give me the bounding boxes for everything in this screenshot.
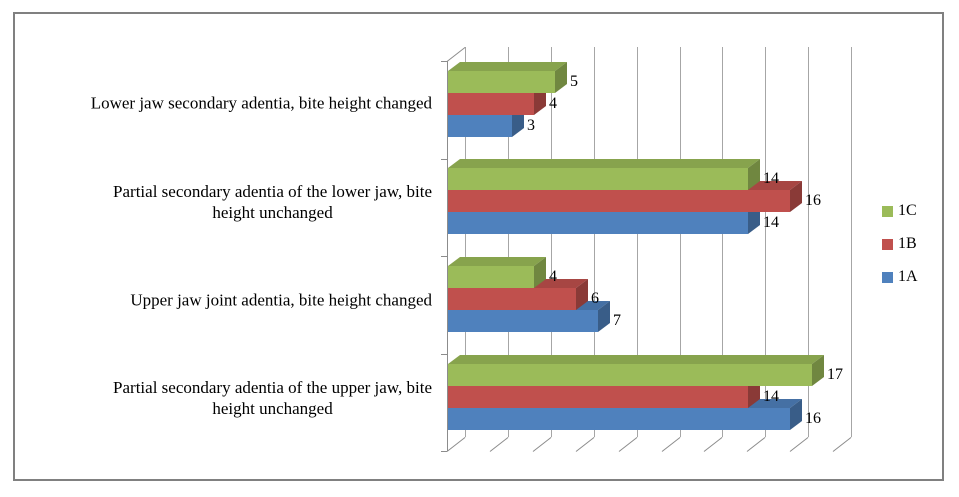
bar-front-face bbox=[448, 190, 790, 212]
bar-top-face bbox=[448, 355, 824, 364]
bar-front-face bbox=[448, 71, 555, 93]
gridline bbox=[465, 47, 466, 437]
bar-top-face bbox=[448, 159, 760, 168]
bar-front-face bbox=[448, 212, 748, 234]
axis-tick bbox=[441, 158, 447, 160]
bar-front-face bbox=[448, 115, 512, 137]
legend-swatch-1C bbox=[882, 205, 893, 217]
bar-front-face bbox=[448, 266, 534, 288]
bar-group bbox=[447, 47, 887, 477]
legend-label: 1B bbox=[898, 235, 917, 252]
value-label: 5 bbox=[570, 73, 578, 90]
gridline bbox=[593, 47, 595, 437]
value-label: 14 bbox=[763, 214, 779, 231]
axis-tick bbox=[441, 61, 447, 62]
gridline bbox=[550, 47, 552, 437]
bar-group bbox=[447, 47, 887, 477]
gridline bbox=[636, 47, 638, 437]
gridline bbox=[765, 47, 767, 437]
bar-1A-2 bbox=[448, 300, 610, 332]
value-label: 16 bbox=[805, 410, 821, 427]
bar-group bbox=[447, 47, 887, 477]
bar-front-face bbox=[448, 168, 748, 190]
bar-1B-3 bbox=[448, 376, 760, 408]
bar-1C-3 bbox=[448, 354, 824, 386]
legend-label: 1C bbox=[898, 202, 917, 219]
axis-tick bbox=[441, 353, 447, 355]
axis-tick bbox=[441, 256, 447, 257]
value-label: 7 bbox=[613, 312, 621, 329]
gridline bbox=[722, 47, 724, 437]
legend-swatch-1B bbox=[882, 238, 893, 250]
gridline bbox=[851, 47, 853, 437]
bar-1C-1 bbox=[448, 158, 760, 190]
bar-1A-0 bbox=[448, 105, 524, 137]
bar-group bbox=[447, 47, 887, 477]
bar-front-face bbox=[448, 310, 598, 332]
legend-item-1A: 1A bbox=[882, 268, 918, 286]
category-label: Partial secondary adentia of the upper j… bbox=[113, 378, 432, 418]
bar-1C-0 bbox=[448, 61, 567, 93]
legend: 1C 1B 1A bbox=[882, 202, 918, 301]
bar-1B-0 bbox=[448, 83, 546, 115]
value-label: 3 bbox=[527, 117, 535, 134]
bar-1B-2 bbox=[448, 278, 588, 310]
legend-item-1B: 1B bbox=[882, 235, 918, 253]
category-axis-line bbox=[447, 61, 448, 451]
bar-1B-1 bbox=[448, 180, 802, 212]
category-label: Upper jaw joint adentia, bite height cha… bbox=[130, 290, 432, 310]
legend-swatch-1A bbox=[882, 271, 893, 283]
chart-border bbox=[13, 12, 944, 481]
value-label: 4 bbox=[549, 95, 557, 112]
bar-1A-3 bbox=[448, 398, 802, 430]
category-label: Partial secondary adentia of the lower j… bbox=[113, 182, 432, 222]
value-label: 14 bbox=[763, 170, 779, 187]
gridline bbox=[507, 47, 509, 437]
bar-front-face bbox=[448, 364, 812, 386]
legend-label: 1A bbox=[898, 268, 918, 285]
bar-top-face bbox=[448, 62, 567, 71]
bar-front-face bbox=[448, 408, 790, 430]
gridline bbox=[808, 47, 810, 437]
category-label: Lower jaw secondary adentia, bite height… bbox=[90, 93, 432, 113]
value-label: 16 bbox=[805, 192, 821, 209]
bar-1A-1 bbox=[448, 202, 760, 234]
axis-tick bbox=[441, 451, 447, 452]
value-label: 17 bbox=[827, 366, 843, 383]
bar-front-face bbox=[448, 386, 748, 408]
bar-front-face bbox=[448, 93, 534, 115]
value-label: 6 bbox=[591, 290, 599, 307]
bar-front-face bbox=[448, 288, 576, 310]
value-label: 14 bbox=[763, 388, 779, 405]
plot-area: 5 4 3 14 16 14 4 6 7 17 14 16 bbox=[441, 46, 887, 477]
gridline bbox=[679, 47, 681, 437]
legend-item-1C: 1C bbox=[882, 202, 918, 220]
bar-1C-2 bbox=[448, 256, 546, 288]
value-label: 4 bbox=[549, 268, 557, 285]
bar-top-face bbox=[448, 257, 546, 266]
